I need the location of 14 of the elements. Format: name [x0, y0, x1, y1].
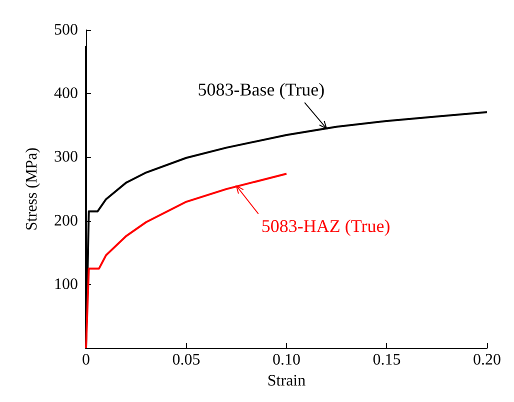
- x-axis-title: Strain: [267, 372, 306, 390]
- annotation: 5083-Base (True): [198, 80, 325, 100]
- y-tick-label: 500: [54, 22, 78, 38]
- y-tick-label: 100: [54, 276, 78, 293]
- x-tick-label: 0.20: [473, 352, 501, 369]
- x-tick-label: 0: [82, 352, 90, 369]
- y-tick-label: 300: [54, 148, 78, 166]
- x-tick-label: 0.10: [272, 352, 300, 369]
- y-axis-title: Stress (MPa): [24, 147, 40, 231]
- y-tick-label: 200: [54, 212, 78, 230]
- x-tick-label: 0.15: [372, 352, 401, 369]
- annotation: 5083-HAZ (True): [261, 216, 390, 236]
- x-tick-label: 0.05: [172, 352, 200, 369]
- y-tick-label: 400: [54, 85, 78, 102]
